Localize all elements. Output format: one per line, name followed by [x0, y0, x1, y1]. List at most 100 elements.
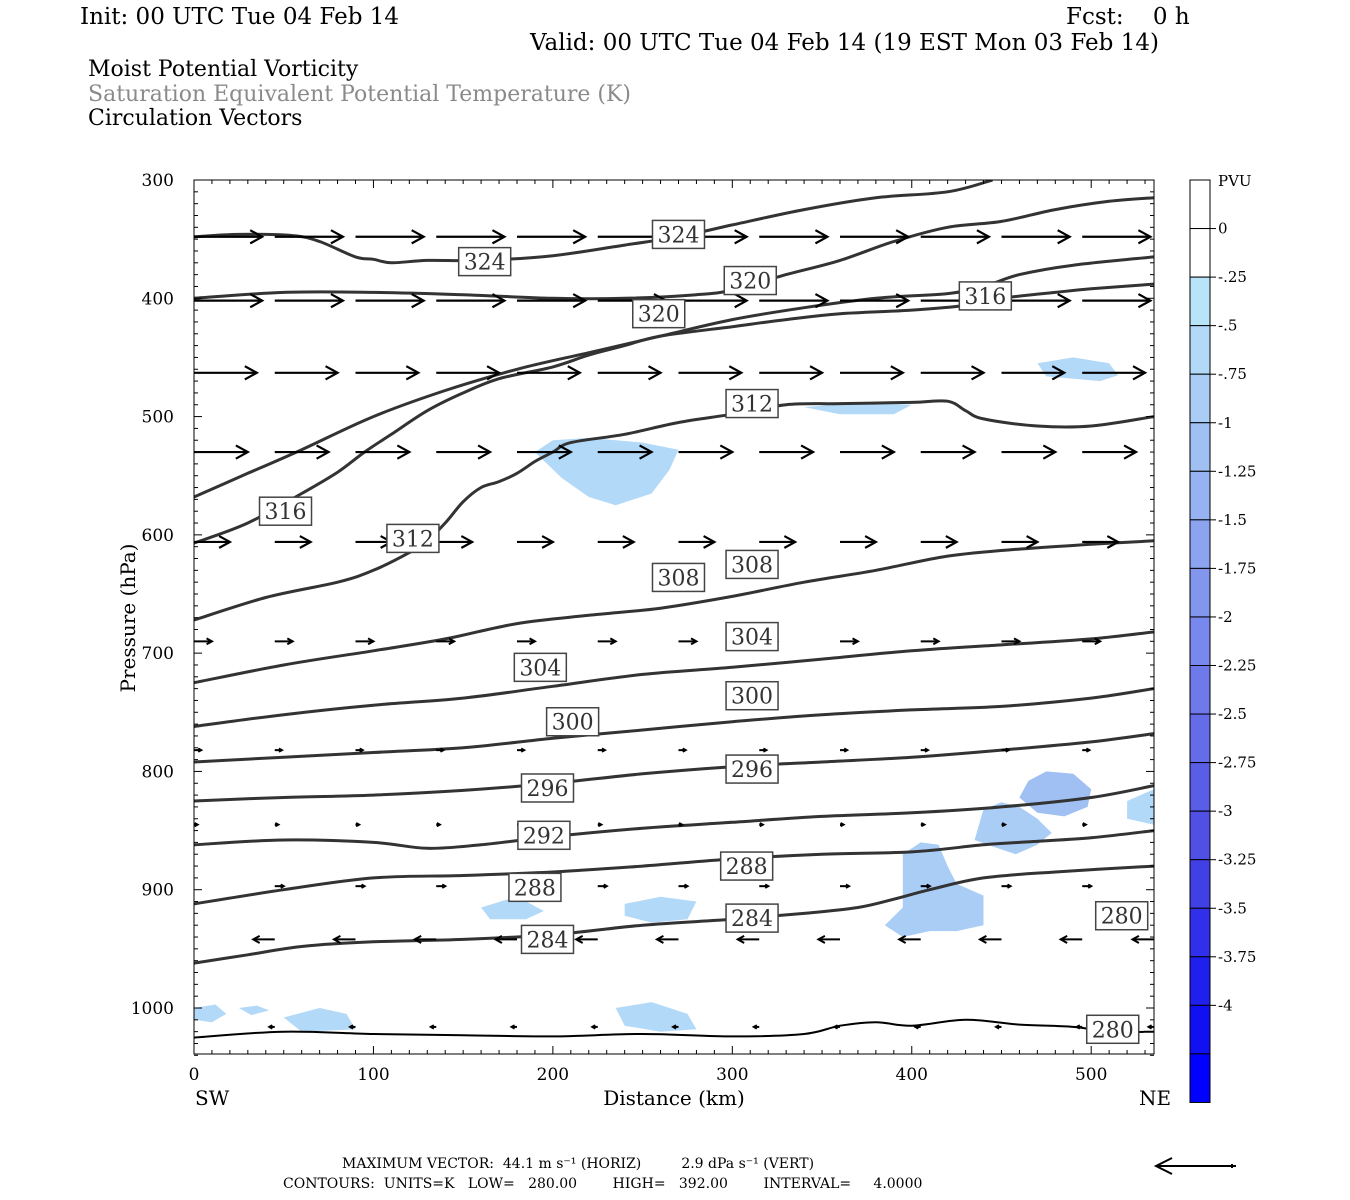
- circulation-vector-7-5: [597, 822, 604, 828]
- contour-label-296-15: 296: [520, 773, 575, 803]
- circulation-vector-6-1: [274, 747, 285, 753]
- colorbar-label-1: -.25: [1218, 268, 1247, 286]
- circulation-vector-5-1: [274, 637, 295, 646]
- pv-region-9: [615, 1002, 697, 1032]
- colorbar-swatch-5: [1189, 422, 1211, 472]
- x-tick-label-1: 100: [357, 1065, 389, 1085]
- circulation-vector-5-5: [597, 637, 618, 646]
- circulation-vector-10-3: [509, 1024, 517, 1030]
- svg-text:320: 320: [638, 303, 680, 328]
- contour-280-11: [194, 864, 1154, 965]
- y-tick-label-3: 600: [142, 526, 174, 546]
- circulation-vector-1-7: [759, 293, 830, 309]
- circulation-vector-7-0: [194, 822, 200, 828]
- svg-text:308: 308: [731, 553, 773, 578]
- svg-text:284: 284: [731, 907, 773, 932]
- pv-region-12: [238, 1005, 270, 1016]
- circulation-vector-0-7: [759, 229, 830, 245]
- circulation-vector-0-11: [1082, 229, 1153, 245]
- contour-label-292-16: 292: [517, 820, 571, 851]
- circulation-vector-2-6: [678, 365, 744, 381]
- circulation-vector-6-6: [678, 747, 688, 753]
- pv-region-11: [194, 1004, 227, 1023]
- x-tick-label-0: 0: [189, 1065, 200, 1085]
- colorbar-swatch-7: [1189, 519, 1211, 569]
- valid-time: Valid: 00 UTC Tue 04 Feb 14 (19 EST Mon …: [530, 30, 1159, 56]
- colorbar-swatch-11: [1189, 713, 1211, 764]
- contour-label-308-9: 308: [651, 562, 706, 593]
- svg-text:320: 320: [729, 270, 771, 295]
- svg-text:292: 292: [523, 824, 565, 849]
- y-tick-label-2: 500: [142, 408, 174, 428]
- colorbar-swatch-17: [1189, 1004, 1211, 1055]
- y-axis-label: Pressure (hPa): [116, 544, 140, 693]
- circulation-vector-5-6: [678, 637, 699, 646]
- circulation-vector-2-2: [355, 365, 421, 381]
- circulation-vector-10-4: [590, 1024, 598, 1030]
- colorbar-swatch-13: [1189, 810, 1211, 861]
- circulation-vector-8-9: [1001, 883, 1013, 889]
- contour-300-6: [194, 630, 1154, 728]
- circulation-vector-3-9: [920, 444, 977, 460]
- circulation-vector-0-8: [839, 229, 911, 245]
- contour-284-10: [194, 829, 1154, 906]
- circulation-vector-7-7: [759, 822, 765, 828]
- circulation-vector-7-2: [355, 822, 362, 828]
- circulation-vector-9-11: [1130, 934, 1154, 944]
- circulation-vector-7-1: [274, 822, 281, 828]
- circulation-vector-7-9: [920, 822, 927, 828]
- y-tick-label-4: 700: [142, 644, 174, 664]
- colorbar-swatch-2: [1189, 276, 1211, 327]
- colorbar-label-5: -1.25: [1218, 462, 1256, 480]
- contour-label-324-1: 324: [651, 219, 706, 250]
- svg-text:288: 288: [514, 876, 556, 901]
- circulation-vector-4-3: [436, 535, 475, 549]
- circulation-vector-6-5: [597, 747, 607, 753]
- circulation-vector-1-0: [194, 293, 265, 309]
- svg-text:316: 316: [964, 285, 1006, 310]
- contour-label-288-17: 288: [719, 851, 774, 881]
- circulation-vector-2-7: [759, 365, 825, 381]
- circulation-vector-9-4: [574, 934, 598, 944]
- circulation-vector-7-11: [1082, 822, 1088, 828]
- colorbar-label-2: -.5: [1218, 317, 1237, 335]
- circulation-vector-3-2: [355, 444, 412, 460]
- circulation-vector-7-3: [436, 822, 442, 828]
- colorbar-label-12: -3: [1218, 802, 1233, 820]
- circulation-vector-2-4: [516, 365, 583, 381]
- forecast-hour: Fcst: 0 h: [1066, 4, 1190, 30]
- circulation-vector-6-10: [1001, 747, 1011, 753]
- contour-label-284-19: 284: [725, 903, 779, 933]
- svg-text:312: 312: [392, 527, 434, 552]
- circulation-vector-10-11: [1146, 1024, 1154, 1030]
- circulation-vector-8-0: [274, 883, 286, 889]
- circulation-vector-1-8: [839, 293, 911, 309]
- y-tick-label-0: 300: [142, 171, 174, 191]
- circulation-vector-1-10: [1001, 293, 1072, 309]
- circulation-vector-9-6: [735, 934, 760, 944]
- circulation-vector-8-7: [839, 883, 852, 889]
- circulation-vector-4-6: [678, 535, 717, 549]
- colorbar-label-0: 0: [1218, 220, 1228, 238]
- circulation-vector-3-8: [839, 444, 897, 460]
- circulation-vector-3-11: [1082, 444, 1139, 460]
- svg-text:296: 296: [526, 777, 568, 802]
- y-tick-label-6: 900: [142, 881, 174, 901]
- contour-label-300-12: 300: [725, 680, 779, 711]
- circulation-vector-6-3: [436, 747, 446, 753]
- circulation-vector-3-4: [516, 444, 574, 460]
- circulation-vector-5-8: [839, 637, 861, 646]
- colorbar-swatch-16: [1189, 956, 1211, 1006]
- svg-text:304: 304: [731, 626, 773, 651]
- circulation-vector-2-5: [597, 365, 663, 381]
- circulation-vector-0-2: [355, 229, 426, 245]
- circulation-vector-5-3: [436, 637, 457, 646]
- colorbar-label-3: -.75: [1218, 365, 1247, 383]
- circulation-vector-2-0: [194, 365, 260, 381]
- init-time: Init: 00 UTC Tue 04 Feb 14: [80, 4, 400, 30]
- circulation-vector-4-11: [1082, 535, 1121, 549]
- contour-316-2: [194, 255, 1154, 499]
- circulation-vector-1-2: [355, 293, 426, 309]
- circulation-vector-2-9: [920, 365, 986, 381]
- circulation-vector-6-4: [516, 747, 527, 753]
